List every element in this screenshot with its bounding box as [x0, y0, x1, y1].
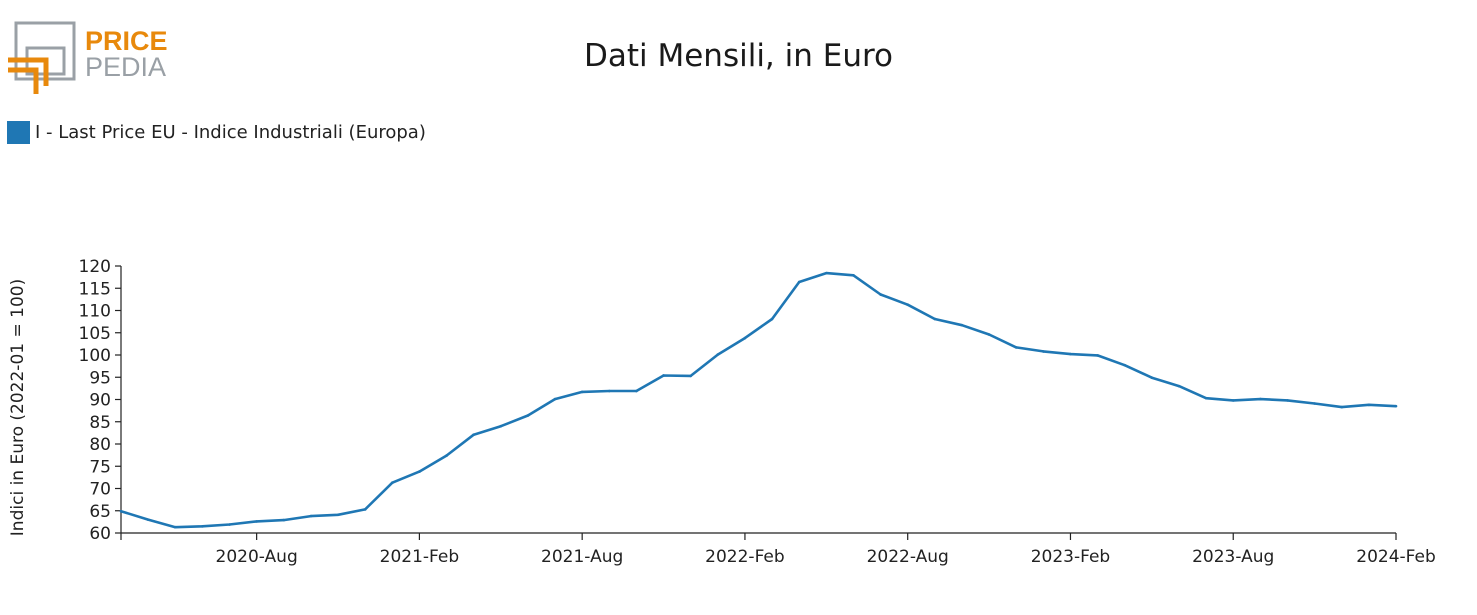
y-axis-title: Indici in Euro (2022-01 = 100) [8, 279, 28, 536]
data-point [418, 470, 421, 473]
data-point [472, 433, 475, 436]
data-point [1177, 384, 1181, 388]
data-point [906, 303, 910, 307]
data-point [526, 414, 530, 417]
y-tick-label: 90 [89, 391, 111, 411]
legend-swatch [7, 121, 30, 144]
data-point [445, 454, 448, 457]
data-point [173, 525, 177, 529]
x-tick-label: 2023-Aug [1192, 547, 1274, 567]
data-point [716, 353, 720, 356]
legend-label: I - Last Price EU - Indice Industriali (… [35, 122, 426, 143]
y-tick-label: 95 [89, 368, 111, 388]
data-point [1259, 397, 1262, 401]
data-point [363, 508, 367, 511]
data-point [1123, 363, 1127, 367]
data-point [1096, 354, 1099, 357]
data-point [987, 333, 991, 336]
data-point [282, 518, 286, 522]
data-point [689, 374, 692, 378]
y-tick-label: 115 [79, 279, 111, 299]
y-tick-label: 60 [89, 524, 111, 544]
data-point [1204, 396, 1208, 400]
data-point [1367, 403, 1371, 407]
data-point [635, 389, 638, 393]
data-point [1069, 352, 1072, 356]
data-point [852, 274, 855, 277]
x-tick-label: 2024-Feb [1356, 547, 1436, 567]
y-tick-label: 105 [79, 324, 111, 344]
data-point [119, 509, 123, 513]
data-point [770, 317, 774, 321]
x-tick-label: 2022-Aug [867, 547, 949, 567]
data-point [553, 397, 557, 401]
data-point [336, 513, 340, 517]
y-tick-label: 70 [89, 480, 111, 500]
logo-mark-icon [8, 21, 76, 94]
x-tick-label: 2020-Aug [216, 547, 298, 567]
data-point [146, 518, 150, 521]
data-point [662, 374, 665, 377]
data-point [309, 514, 313, 518]
data-point [1231, 399, 1235, 402]
data-point [1014, 346, 1018, 349]
chart-title: Dati Mensili, in Euro [583, 38, 894, 74]
data-point [933, 317, 937, 321]
series-line [120, 271, 1397, 529]
data-point [607, 389, 611, 393]
data-point [1286, 399, 1289, 402]
data-point [1313, 402, 1316, 405]
logo-wordmark-bottom: PEDIA [85, 52, 167, 82]
y-tick-label: 110 [79, 302, 111, 322]
y-tick-label: 80 [89, 435, 111, 455]
x-tick-label: 2022-Feb [705, 547, 785, 567]
data-point [825, 271, 828, 275]
data-point [1150, 376, 1154, 379]
plot-area [119, 271, 1398, 529]
data-point [797, 280, 801, 284]
data-point [201, 525, 204, 528]
x-tick-label: 2021-Feb [380, 547, 460, 567]
y-tick-label: 100 [79, 346, 111, 366]
data-point [743, 336, 747, 340]
y-tick-label: 65 [89, 502, 111, 522]
data-point [879, 293, 882, 296]
data-point [390, 481, 394, 485]
y-tick-label: 120 [79, 257, 111, 277]
data-point [1394, 404, 1398, 408]
y-tick-label: 75 [89, 457, 111, 477]
data-point [1340, 405, 1344, 409]
x-axis: 2020-Aug 2021-Feb 2021-Aug 2022-Feb 2022-Aug… [120, 532, 1436, 567]
data-point [960, 323, 964, 327]
x-tick-label: 2021-Aug [541, 547, 623, 567]
pricepedia-logo: PRICE PEDIA [6, 20, 168, 94]
logo-wordmark-top: PRICE [85, 26, 168, 56]
data-point [228, 523, 231, 526]
y-tick-label: 85 [89, 413, 111, 433]
data-point [499, 424, 503, 428]
data-point [255, 520, 258, 523]
x-tick-label: 2023-Feb [1031, 547, 1111, 567]
data-point [1042, 350, 1045, 353]
data-point [580, 390, 584, 394]
